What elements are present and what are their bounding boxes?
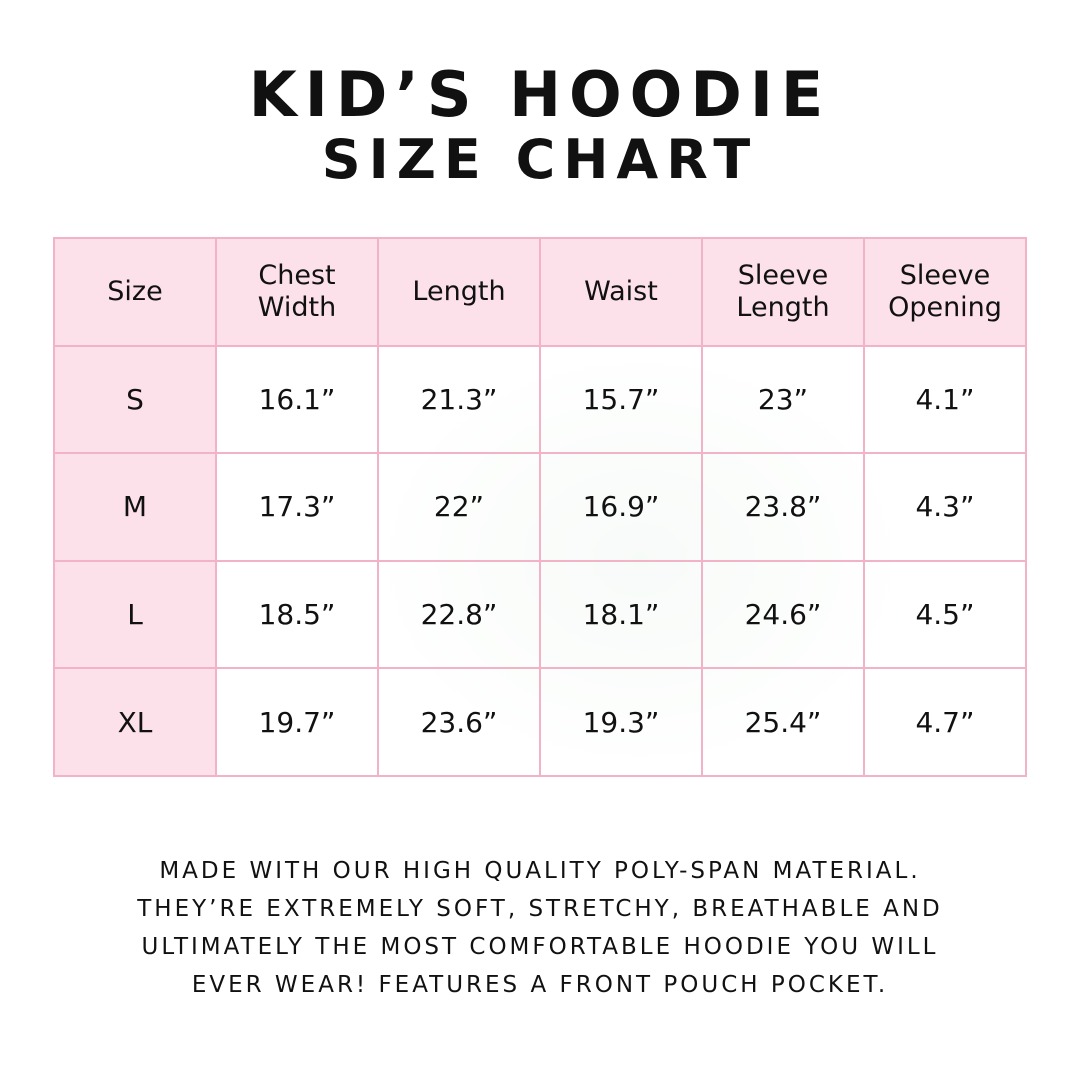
size-cell: L	[54, 560, 216, 669]
measure-cell: 15.7”	[540, 345, 702, 454]
measure-cell: 19.7”	[216, 668, 378, 776]
size-cell: S	[54, 345, 216, 454]
size-table: Size Chest Width Length Waist Sleeve Length S…	[53, 237, 1027, 777]
description-line: ULTIMATELY THE MOST COMFORTABLE HOODIE Y…	[141, 934, 939, 960]
header-text: Length	[412, 275, 506, 307]
header-text: Sleeve Length	[736, 259, 830, 323]
measure-cell: 23”	[702, 345, 864, 454]
header-cell: Sleeve Opening	[864, 238, 1026, 346]
description: MADE WITH OUR HIGH QUALITY POLY-SPAN MAT…	[0, 852, 1080, 1004]
subtitle: SIZE CHART	[321, 128, 759, 191]
measure-cell: 18.1”	[540, 560, 702, 669]
header-text: Waist	[584, 275, 658, 307]
measure-cell: 21.3”	[378, 345, 540, 454]
measure-cell: 4.7”	[864, 668, 1026, 776]
description-line: EVER WEAR! FEATURES A FRONT POUCH POCKET…	[191, 972, 889, 998]
measure-cell: 17.3”	[216, 453, 378, 561]
measure-cell: 23.8”	[702, 453, 864, 561]
measure-cell: 22.8”	[378, 560, 540, 669]
size-cell: XL	[54, 668, 216, 776]
header-cell: Chest Width	[216, 238, 378, 346]
measure-cell: 23.6”	[378, 668, 540, 776]
header-text: Size	[107, 275, 163, 307]
header-cell: Waist	[540, 238, 702, 346]
measure-cell: 22”	[378, 453, 540, 561]
measure-cell: 16.1”	[216, 345, 378, 454]
measure-cell: 24.6”	[702, 560, 864, 669]
header-cell: Size	[54, 238, 216, 346]
header-cell: Length	[378, 238, 540, 346]
measure-cell: 4.3”	[864, 453, 1026, 561]
header-text: Chest Width	[257, 259, 337, 323]
measure-cell: 4.5”	[864, 560, 1026, 669]
measure-cell: 25.4”	[702, 668, 864, 776]
header-text: Sleeve Opening	[888, 259, 1002, 323]
size-cell: M	[54, 453, 216, 561]
measure-cell: 16.9”	[540, 453, 702, 561]
description-line: THEY’RE EXTREMELY SOFT, STRETCHY, BREATH…	[137, 896, 943, 922]
header-cell: Sleeve Length	[702, 238, 864, 346]
measure-cell: 19.3”	[540, 668, 702, 776]
title: KID’S HOODIE	[248, 58, 832, 131]
measure-cell: 4.1”	[864, 345, 1026, 454]
description-line: MADE WITH OUR HIGH QUALITY POLY-SPAN MAT…	[159, 858, 921, 884]
measure-cell: 18.5”	[216, 560, 378, 669]
